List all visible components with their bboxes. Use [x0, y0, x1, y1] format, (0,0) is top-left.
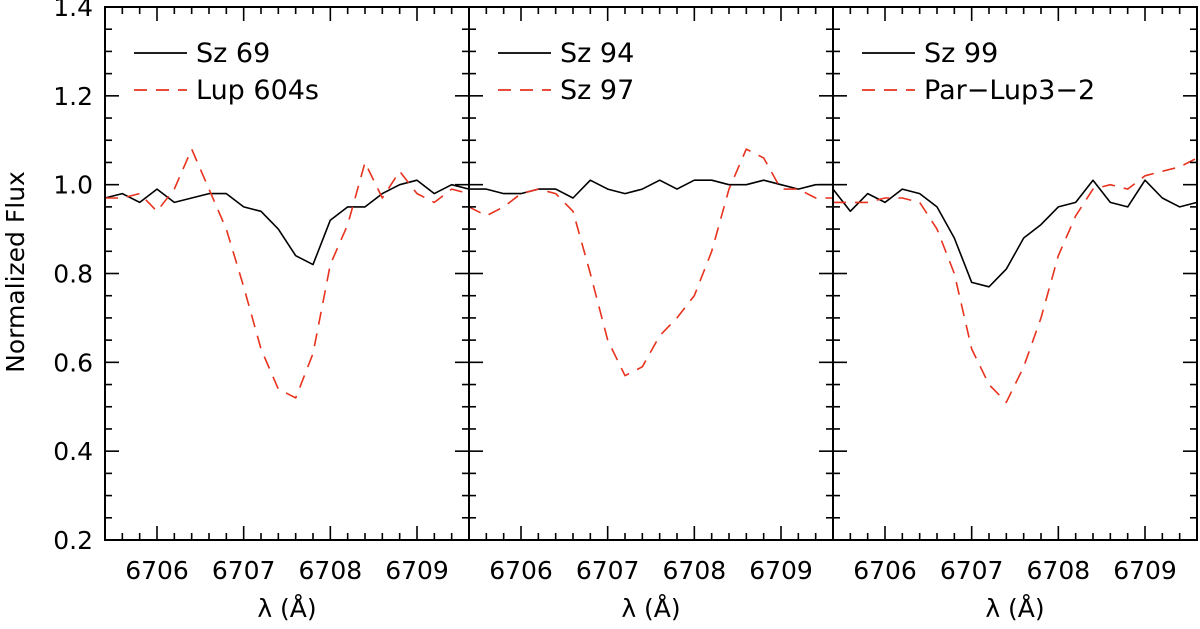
legend-label: Sz 69 — [196, 38, 270, 69]
y-tick-label: 1.2 — [53, 82, 93, 111]
x-axis-label: λ (Å) — [621, 594, 680, 623]
panel-2: 6706 6707 6708 6709 λ (Å) Sz 94 Sz 97 — [468, 6, 834, 623]
x-tick-label: 6709 — [385, 556, 449, 585]
y-tick-label: 0.6 — [53, 348, 93, 377]
legend-label: Sz 99 — [924, 38, 998, 69]
y-axis-label: Normalized Flux — [1, 171, 30, 373]
y-tick-label: 0.4 — [53, 437, 93, 466]
x-axis-label: λ (Å) — [257, 594, 316, 623]
x-tick-label: 6709 — [1113, 556, 1177, 585]
series-line-lup-604s — [105, 148, 470, 399]
panel-1: 6706 6707 6708 6709 λ (Å) Sz 69 Lup 604s — [104, 6, 470, 623]
x-tick-label: 6707 — [212, 556, 276, 585]
x-tick-label: 6708 — [663, 556, 727, 585]
y-tick-label: 0.8 — [53, 260, 93, 289]
y-tick-label: 0.2 — [53, 526, 93, 555]
legend-label: Sz 94 — [560, 38, 634, 69]
x-tick-label: 6707 — [940, 556, 1004, 585]
x-tick-label: 6708 — [299, 556, 363, 585]
panel-3: 6706 6707 6708 6709 λ (Å) Sz 99 Par−Lup3−2 — [832, 6, 1198, 623]
y-tick-label: 1.4 — [53, 0, 93, 22]
series-line-sz-99 — [832, 179, 1198, 288]
x-tick-label: 6706 — [125, 556, 189, 585]
series-line-par-lup3-2 — [833, 157, 1198, 404]
x-tick-label: 6708 — [1027, 556, 1091, 585]
series-line-sz-69 — [104, 179, 470, 266]
legend-label: Lup 604s — [196, 75, 319, 106]
legend-label: Sz 97 — [560, 75, 634, 106]
x-tick-label: 6707 — [576, 556, 640, 585]
series-line-sz-97 — [468, 148, 833, 377]
x-tick-label: 6709 — [749, 556, 813, 585]
x-tick-label: 6706 — [489, 556, 553, 585]
y-tick-label: 1.0 — [53, 171, 93, 200]
plot-frame — [468, 6, 834, 541]
legend-label: Par−Lup3−2 — [924, 75, 1095, 106]
x-tick-label: 6706 — [853, 556, 917, 585]
x-axis-label: λ (Å) — [985, 594, 1044, 623]
